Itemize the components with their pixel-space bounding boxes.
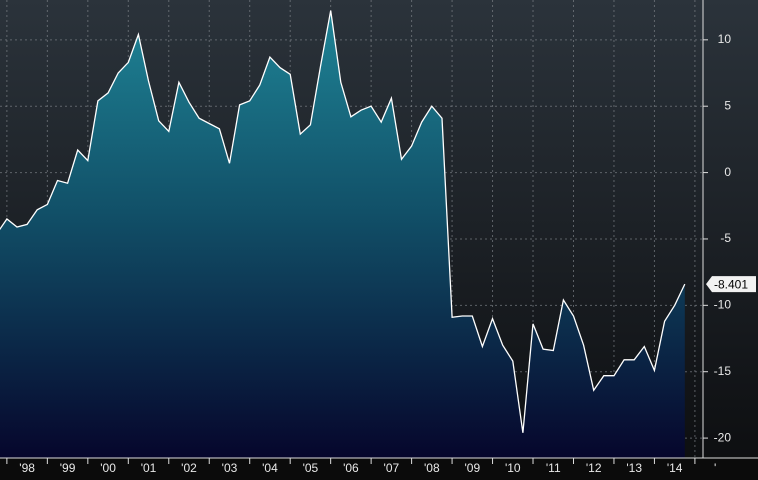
y-tick-label: -15 bbox=[714, 364, 732, 378]
x-tick-label: '13 bbox=[626, 461, 642, 475]
x-tick-label: '06 bbox=[343, 461, 359, 475]
x-axis-strip bbox=[0, 458, 758, 480]
x-tick-label: '08 bbox=[424, 461, 440, 475]
x-tick-label: ' bbox=[714, 461, 716, 475]
plot-layer bbox=[0, 10, 686, 458]
y-tick-label: 10 bbox=[718, 32, 732, 46]
y-tick-label: -10 bbox=[714, 298, 732, 312]
x-tick-label: '03 bbox=[222, 461, 238, 475]
x-tick-label: '01 bbox=[141, 461, 157, 475]
last-value-box bbox=[706, 276, 756, 293]
x-tick-label: '99 bbox=[60, 461, 76, 475]
x-tick-label: '10 bbox=[505, 461, 521, 475]
x-tick-label: '04 bbox=[262, 461, 278, 475]
x-tick-label: '98 bbox=[19, 461, 35, 475]
y-tick-label: 0 bbox=[724, 165, 731, 179]
x-tick-label: '11 bbox=[546, 461, 561, 475]
x-tick-label: '02 bbox=[181, 461, 197, 475]
y-tick-label: 5 bbox=[724, 98, 731, 112]
x-tick-label: '07 bbox=[384, 461, 400, 475]
last-value-label: -8.401 bbox=[714, 277, 748, 291]
x-tick-label: '09 bbox=[464, 461, 480, 475]
x-tick-label: '14 bbox=[667, 461, 683, 475]
y-tick-label: -20 bbox=[714, 430, 732, 444]
x-tick-label: '12 bbox=[586, 461, 602, 475]
y-tick-label: -5 bbox=[720, 231, 731, 245]
line bbox=[0, 10, 686, 433]
x-tick-label: '00 bbox=[100, 461, 116, 475]
x-tick-label: '05 bbox=[303, 461, 319, 475]
